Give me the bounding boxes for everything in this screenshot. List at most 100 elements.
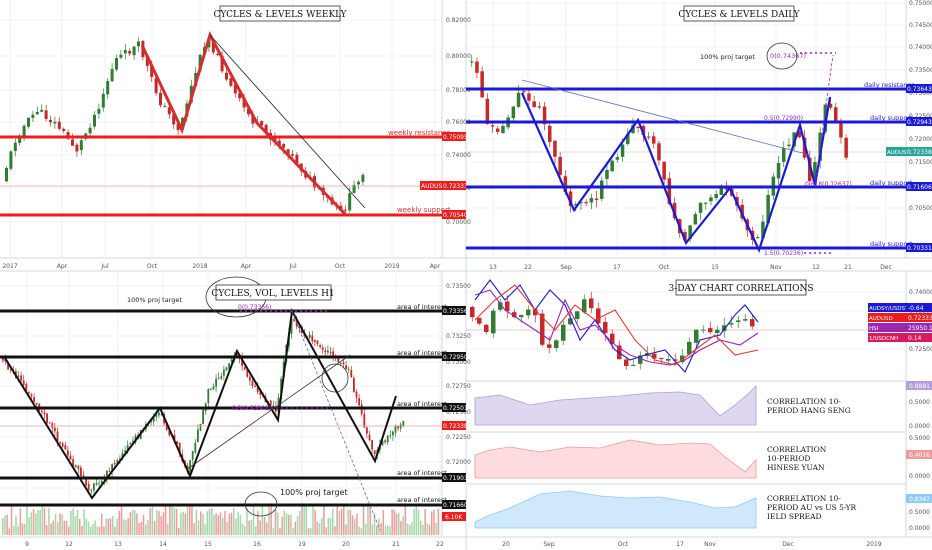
candle-body (137, 41, 140, 47)
candle-body (722, 325, 727, 331)
daily-y-axis: 0.75000 0.74500 0.74000 0.73500 0.73000 0.725… (909, 0, 932, 212)
volume-bar (167, 523, 169, 535)
candle-body (154, 77, 158, 94)
candle-body (9, 369, 12, 371)
legend-value: -0.64 (908, 305, 924, 312)
candle-body (384, 440, 386, 443)
candle-body (113, 463, 116, 465)
x-tick-label: Apr (430, 263, 441, 270)
volume-bar (435, 523, 437, 535)
x-tick-label: Dec (782, 541, 794, 548)
volume-bar (248, 520, 250, 535)
candle-body (787, 144, 791, 147)
candle-body (756, 237, 760, 239)
volume-bar (413, 508, 415, 535)
volume-bar (409, 524, 411, 535)
candle-body (389, 435, 392, 437)
candle-body (652, 353, 657, 359)
candle-body (605, 169, 609, 179)
correlation-panel: 3-DAY CHART CORRELATIONS 0.740000.735000… (466, 279, 932, 548)
candle-body (93, 483, 95, 491)
y-tick-label: 0.72750 (446, 383, 471, 390)
sub1-tag: 0.8881 (909, 383, 930, 390)
candle-body (844, 137, 848, 158)
x-tick-label: 22 (436, 541, 444, 548)
candle-body (708, 328, 713, 333)
volume-bar (307, 528, 310, 535)
candle-body (828, 103, 833, 108)
volume-bar (96, 526, 99, 535)
candle-body (35, 402, 38, 405)
candle-body (43, 412, 46, 415)
candle-body (657, 143, 661, 161)
volume-bar (191, 505, 193, 535)
legend-value: 25950.13 (908, 325, 932, 332)
volume-bar (90, 526, 92, 535)
weekly-price-tags: 0.75095 AUDUSD 0.72333 0.70540 (420, 132, 468, 219)
volume-bar (323, 503, 325, 535)
candle-body (106, 470, 108, 479)
candle-body (61, 443, 64, 447)
candle-body (719, 187, 724, 195)
candle-body (709, 197, 713, 202)
candle-body (249, 376, 251, 381)
volume-bar (123, 519, 125, 535)
candle-body (636, 127, 640, 129)
volume-bar (156, 510, 158, 535)
volume-bar (2, 518, 4, 535)
volume-bar (367, 503, 369, 535)
candle-body (33, 397, 35, 402)
volume-bar (109, 518, 112, 535)
candle-body (88, 127, 92, 134)
daily-proj-label: 100% proj target (700, 53, 755, 61)
candle-body (290, 318, 293, 334)
volume-bar (255, 526, 257, 535)
daily-cycle-line (520, 92, 832, 253)
candle-body (750, 319, 755, 327)
volume-bar (140, 521, 143, 535)
candle-body (480, 71, 484, 98)
candle-body (491, 310, 496, 334)
candle-body (150, 64, 154, 77)
h1-fib-top: 0(0.73356) (238, 304, 271, 311)
volume-bar (424, 509, 426, 535)
candle-body (582, 299, 587, 313)
x-tick-label: Nov (770, 264, 782, 271)
candle-body (121, 453, 124, 459)
volume-bar (301, 503, 303, 535)
candle-body (402, 420, 405, 426)
legend-name: AUDSY/USDSY (869, 306, 909, 312)
volume-bar (224, 511, 226, 535)
candle-body (82, 475, 85, 477)
volume-bar (202, 513, 204, 535)
candle-body (308, 334, 311, 339)
y-tick-label: 0.72000 (446, 459, 471, 466)
y-tick-label: 0.72500 (909, 346, 932, 353)
daily-proj-value: 0(0.74367) (770, 52, 806, 60)
x-tick-label: Oct (618, 541, 629, 548)
h1-x-axis: 9 12 13 14 15 16 19 20 21 22 (25, 541, 444, 548)
volume-bar (48, 507, 50, 535)
daily-tag-resistance: 0.73643 (907, 86, 932, 93)
candle-body (119, 54, 123, 58)
h1-y-axis: 0.73500 0.73250 0.73000 0.72750 0.72500 0.722… (446, 283, 471, 466)
volume-bar (266, 522, 268, 535)
sub-panel-labels: CORRELATION 10-PERIOD HANG SENG CORRELAT… (767, 397, 859, 521)
x-tick-label: 2017 (2, 263, 17, 270)
candle-body (116, 459, 119, 464)
h1-tag-3: 0.72501 (443, 405, 468, 412)
sub2-area (474, 439, 757, 479)
candle-body (272, 405, 275, 407)
volume-bar (61, 514, 63, 535)
candle-body (217, 377, 220, 379)
volume-bar (312, 504, 314, 535)
candle-body (358, 398, 360, 406)
candle-body (110, 69, 114, 82)
volume-bar (204, 524, 206, 535)
candle-body (652, 136, 656, 144)
candle-body (624, 359, 629, 366)
legend-swatch (868, 303, 906, 312)
volume-bar (149, 508, 151, 535)
candle-body (687, 341, 692, 355)
candle-body (256, 386, 259, 392)
